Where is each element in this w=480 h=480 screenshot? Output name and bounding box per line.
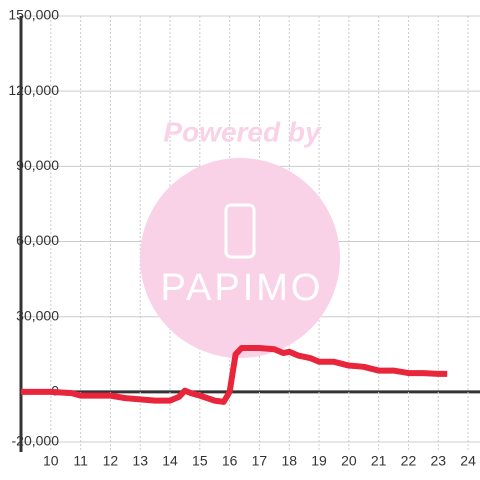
x-tick-label: 13 [132, 453, 148, 469]
data-line [21, 345, 448, 405]
x-tick-label: 14 [162, 453, 178, 469]
x-tick-label: 21 [371, 453, 387, 469]
y-tick-label: 30,000 [16, 307, 59, 323]
watermark-icon [224, 203, 256, 259]
y-tick-label: -20,000 [12, 433, 60, 449]
x-tick-label: 12 [103, 453, 119, 469]
watermark-logo: PAPIMO [161, 267, 324, 309]
x-tick-label: 20 [341, 453, 357, 469]
y-tick-label: 90,000 [16, 157, 59, 173]
y-tick-label: 120,000 [8, 82, 59, 98]
x-tick-label: 18 [281, 453, 297, 469]
x-tick-label: 23 [430, 453, 446, 469]
watermark-text: Powered by [163, 116, 322, 147]
y-tick-label: 60,000 [16, 232, 59, 248]
x-tick-label: 10 [43, 453, 59, 469]
x-tick-label: 15 [192, 453, 208, 469]
x-tick-label: 24 [460, 453, 476, 469]
y-tick-label: 150,000 [8, 7, 59, 23]
x-tick-label: 11 [73, 453, 88, 469]
x-tick-label: 22 [401, 453, 417, 469]
x-tick-label: 17 [252, 453, 268, 469]
x-tick-label: 16 [222, 453, 238, 469]
x-tick-label: 19 [311, 453, 327, 469]
